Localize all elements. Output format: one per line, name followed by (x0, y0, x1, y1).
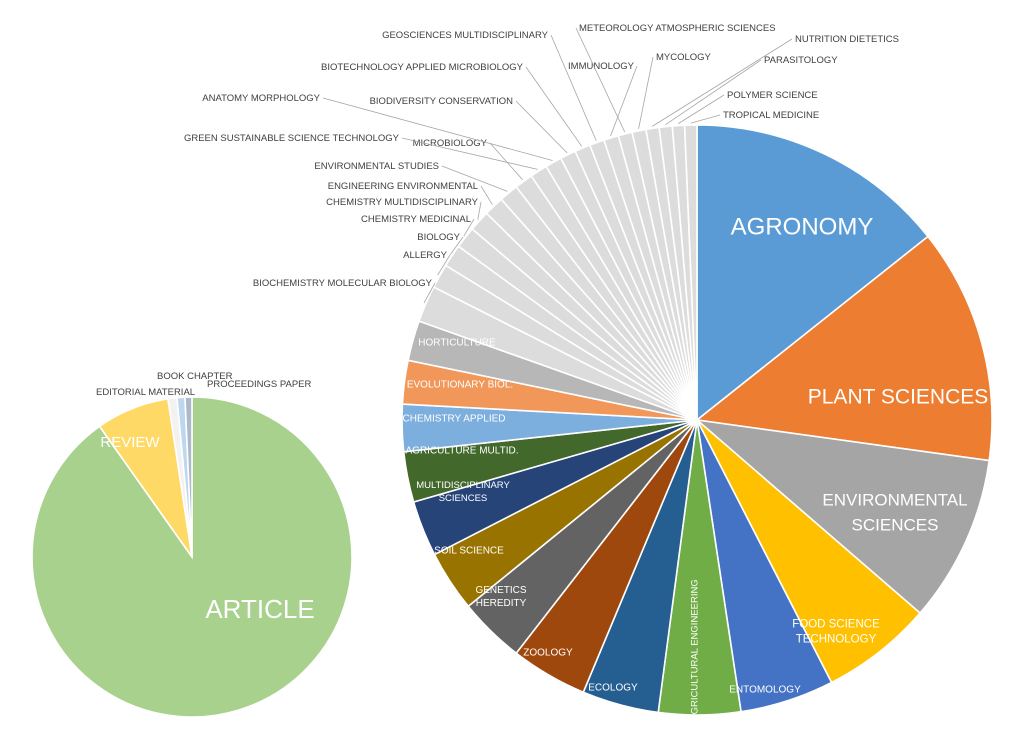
slice-label-green-sustainable-science-technology: GREEN SUSTAINABLE SCIENCE TECHNOLOGY (184, 133, 400, 144)
slice-label-zoology: ZOOLOGY (523, 648, 573, 659)
slice-label-tropical-medicine: TROPICAL MEDICINE (723, 110, 819, 121)
slice-label-plant-sciences: PLANT SCIENCES (808, 385, 989, 408)
leader-line-parasitology (665, 59, 762, 126)
slice-environmental-sciences (694, 418, 991, 615)
slice-label-entomology: ENTOMOLOGY (729, 685, 801, 696)
leader-line-biodiversity-conservation (515, 100, 568, 154)
leader-line-allergy (437, 254, 451, 276)
slice-label-geosciences-multidisciplinary: GEOSCIENCES MULTIDISCIPLINARY (382, 30, 549, 41)
slice-label-immunology: IMMUNOLOGY (568, 61, 635, 72)
slice-label-agricultural-engineering: AGRICULTURAL ENGINEERING (689, 579, 700, 720)
slice-label-book-chapter: BOOK CHAPTER (157, 371, 233, 382)
slice-proceedings-paper (184, 396, 193, 558)
leader-line-tropical-medicine (690, 114, 721, 124)
slice-label-evolutionary-biol: EVOLUTIONARY BIOL. (407, 380, 513, 391)
slice-label-chemistry-medicinal: CHEMISTRY MEDICINAL (361, 214, 471, 225)
slice-label-soil-science: SOIL SCIENCE (434, 546, 504, 557)
slice-label-microbiology: MICROBIOLOGY (413, 138, 488, 149)
leader-line-engineering-environmental (480, 185, 493, 205)
slice-label-nutrition-dietetics: NUTRITION DIETETICS (795, 34, 899, 45)
leader-line-mycology (638, 56, 654, 129)
slice-plant-sciences (695, 235, 993, 462)
slice-label-genetics-heredity: GENETICS HEREDITY (475, 585, 526, 609)
slice-label-biodiversity-conservation: BIODIVERSITY CONSERVATION (370, 96, 514, 107)
leader-line-meteorology-atmospheric-sciences (575, 27, 626, 133)
slice-label-meteorology-atmospheric-sciences: METEOROLOGY ATMOSPHERIC SCIENCES (579, 23, 776, 34)
leader-line-nutrition-dietetics (651, 38, 793, 127)
slice-label-biochemistry-molecular-biology: BIOCHEMISTRY MOLECULAR BIOLOGY (253, 278, 433, 289)
slice-label-engineering-environmental: ENGINEERING ENVIRONMENTAL (328, 181, 478, 192)
slice-label-agronomy: AGRONOMY (731, 213, 874, 240)
slice-label-environmental-sciences: ENVIRONMENTAL SCIENCES (822, 490, 967, 534)
leader-line-green-sustainable-science-technology (401, 137, 538, 170)
leader-line-polymer-science (678, 94, 725, 124)
research-area-pie: AGRONOMY PLANT SCIENCES ENVIRONMENTAL SCIEN… (184, 23, 993, 721)
slice-label-ecology: ECOLOGY (588, 683, 638, 694)
leader-line-chemistry-medicinal (463, 218, 475, 237)
leader-line-chemistry-multidisciplinary (477, 201, 482, 220)
slice-tropical-medicine (683, 124, 698, 421)
leader-line-anatomy-morphology (322, 97, 553, 161)
slice-label-editorial-material: EDITORIAL MATERIAL (96, 387, 195, 398)
document-type-pie: ARTICLE REVIEW EDITORIAL MATERIAL BOOK CHAP… (31, 371, 353, 718)
slice-label-chemistry-applied: CHEMISTRY APPLIED (403, 414, 506, 425)
slice-label-environmental-studies: ENVIRONMENTAL STUDIES (314, 161, 439, 172)
slice-label-biotechnology-applied-microbiology: BIOTECHNOLOGY APPLIED MICROBIOLOGY (321, 62, 524, 73)
slice-label-food-science-technology: FOOD SCIENCE TECHNOLOGY (792, 619, 880, 646)
slice-label-anatomy-morphology: ANATOMY MORPHOLOGY (202, 93, 320, 104)
slice-label-multidisciplinary-sciences: MULTIDISCIPLINARY SCIENCES (416, 480, 510, 504)
slice-label-parasitology: PARASITOLOGY (764, 55, 838, 66)
leader-line-microbiology (489, 142, 523, 180)
slice-label-mycology: MYCOLOGY (656, 52, 712, 63)
slice-label-polymer-science: POLYMER SCIENCE (727, 90, 818, 101)
slice-label-proceedings-paper: PROCEEDINGS PAPER (207, 379, 311, 390)
slice-label-review: REVIEW (100, 434, 160, 451)
leader-line-immunology (610, 65, 638, 137)
slice-label-article: ARTICLE (205, 594, 314, 624)
slice-label-chemistry-multidisciplinary: CHEMISTRY MULTIDISCIPLINARY (326, 197, 479, 208)
leader-line-biochemistry-molecular-biology (423, 282, 436, 304)
leader-line-biotechnology-applied-microbiology (525, 66, 583, 147)
slice-agronomy (696, 124, 930, 422)
slice-label-horticulture: HORTICULTURE (418, 338, 496, 349)
slice-label-agriculture-multid: AGRICULTURE MULTID. (406, 446, 519, 457)
slice-label-allergy: ALLERGY (403, 250, 447, 261)
leader-line-geosciences-multidisciplinary (550, 34, 597, 141)
slice-label-biology: BIOLOGY (417, 232, 460, 243)
leader-line-biology (449, 236, 464, 255)
leader-line-environmental-studies (441, 165, 508, 192)
